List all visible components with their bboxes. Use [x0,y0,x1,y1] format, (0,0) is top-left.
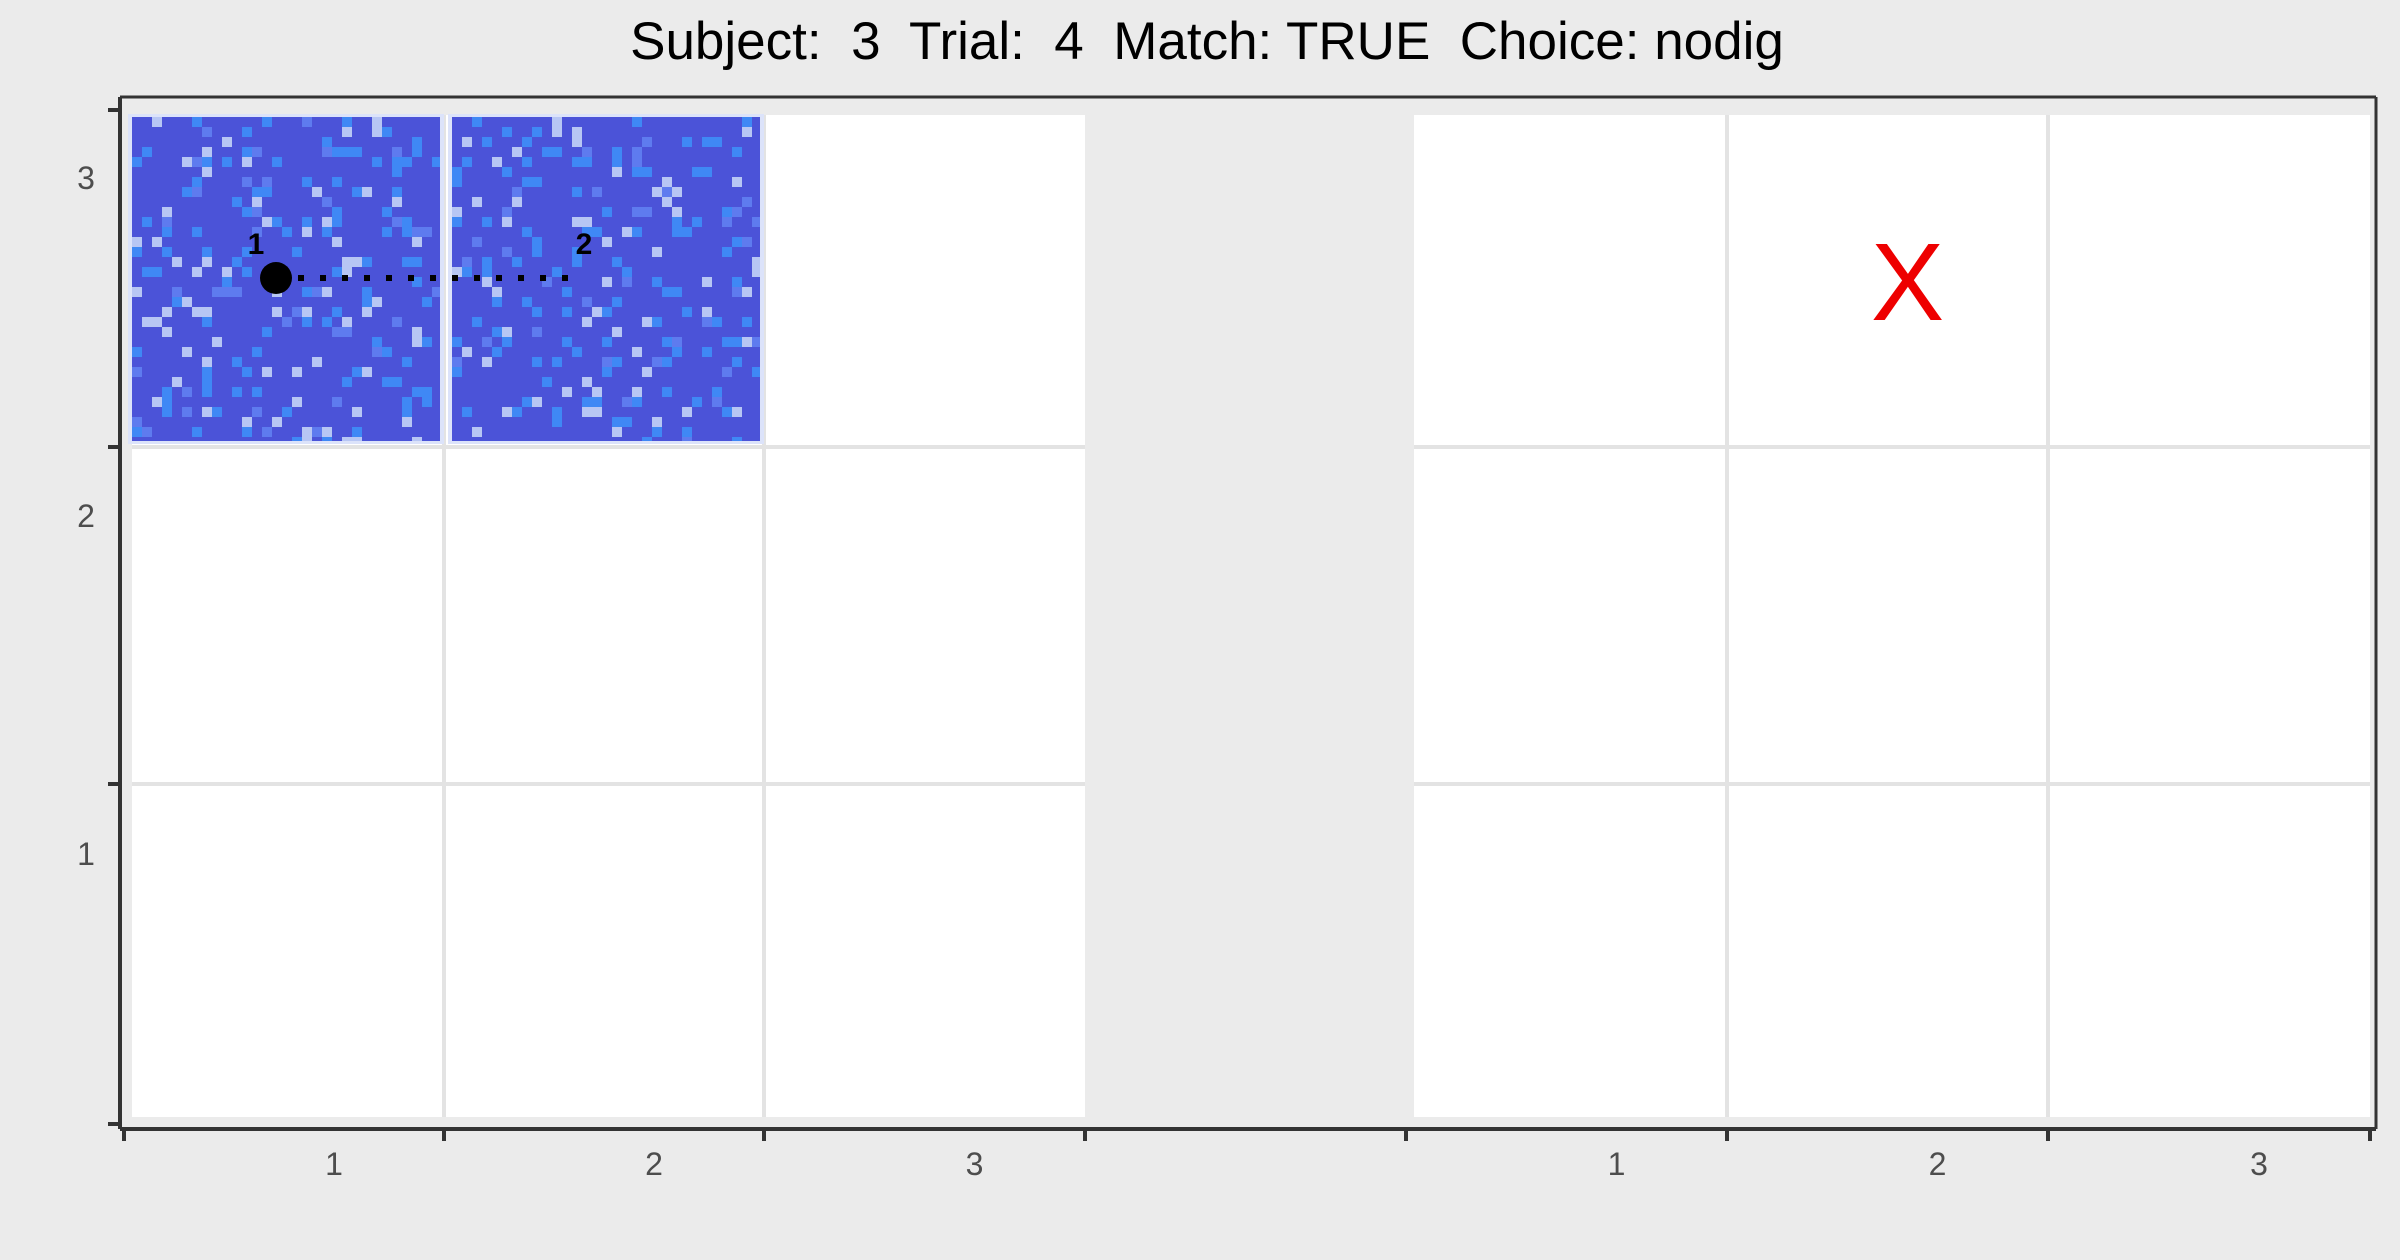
x-tick-label: 1 [1608,1146,1626,1182]
y-tick-label: 1 [77,836,95,872]
path-point-label: 1 [248,228,265,261]
x-tick-label: 3 [966,1146,984,1182]
x-tick-label: 1 [325,1146,343,1182]
path-start-point [260,262,292,294]
panel-2-background [1414,115,2370,1117]
y-tick-label: 2 [77,498,95,534]
chart-title: Subject: 3 Trial: 4 Match: TRUE Choice: … [630,12,1784,71]
x-marker: X [1871,221,1944,344]
marker-layer: X [1871,221,1944,344]
x-tick-label: 3 [2250,1146,2268,1182]
y-tick-label: 3 [77,160,95,196]
textured-tile [448,114,764,444]
x-tick-label: 2 [645,1146,663,1182]
x-tick-label: 2 [1929,1146,1947,1182]
path-point-label: 2 [576,228,593,261]
